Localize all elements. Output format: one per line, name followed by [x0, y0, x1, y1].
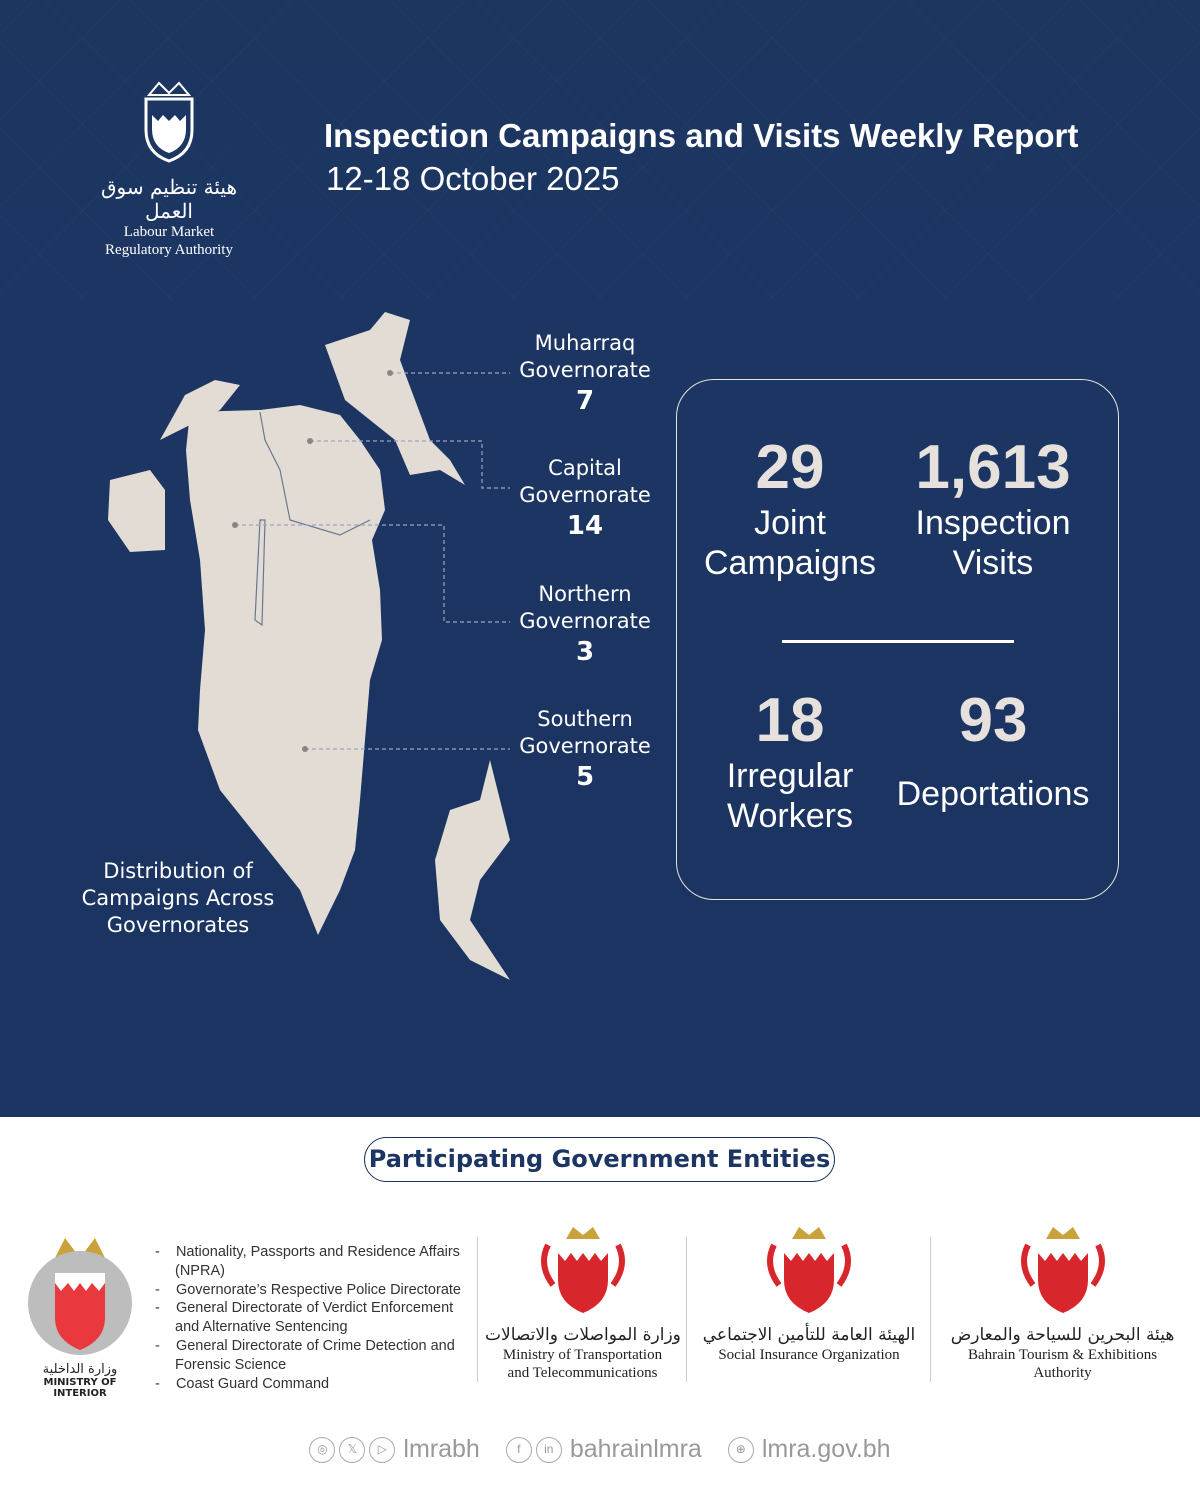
- stat-irregular-workers: 18 Irregular Workers: [690, 686, 890, 836]
- moi-name: MINISTRY OF INTERIOR: [43, 1377, 117, 1399]
- entities-heading: Participating Government Entities: [364, 1137, 835, 1182]
- background-pattern: [0, 0, 1200, 300]
- report-title: Inspection Campaigns and Visits Weekly R…: [324, 117, 1079, 154]
- governorate-label: Governorate: [519, 609, 651, 633]
- entity-name: Social Insurance Organization: [718, 1347, 900, 1363]
- moi-logo: وزارة الداخلية MINISTRY OF INTERIOR: [20, 1228, 140, 1399]
- entity-name: Bahrain Tourism & Exhibitions: [967, 1347, 1158, 1363]
- map-west-islets: [160, 380, 240, 440]
- entity-name: and Telecommunications: [507, 1365, 658, 1381]
- entity-name-arabic: الهيئة العامة للتأمين الاجتماعي: [702, 1325, 916, 1345]
- caption-line: Campaigns Across: [81, 886, 275, 910]
- bahrain-crest-icon: [767, 1227, 851, 1313]
- stat-value: 29: [755, 433, 825, 502]
- bahrain-map: [108, 312, 510, 980]
- website-link[interactable]: lmra.gov.bh: [761, 1435, 891, 1463]
- moi-departments-list: - Nationality, Passports and Residence A…: [155, 1243, 470, 1393]
- entity-name-arabic: وزارة المواصلات والاتصالات: [485, 1325, 681, 1345]
- entity-mtt: وزارة المواصلات والاتصالات Ministry of T…: [485, 1225, 681, 1382]
- list-item: - Nationality, Passports and Residence A…: [155, 1244, 460, 1279]
- social-footer: ◎ 𝕏 ▷ lmrabh f in bahrainlmra ⊕ lmra.gov.bh: [0, 1435, 1200, 1464]
- lmra-logo: هيئة تنظيم سوق العمل Labour Market Regul…: [80, 75, 258, 259]
- caption-line: Distribution of: [103, 859, 253, 883]
- governorate-label: Governorate: [519, 358, 651, 382]
- bahrain-crest-icon: [540, 1227, 625, 1313]
- facebook-icon[interactable]: f: [505, 1436, 532, 1463]
- governorate-name: Capital: [548, 456, 622, 480]
- map-main-island: [186, 405, 385, 935]
- stat-deportations: 93 Deportations: [883, 686, 1103, 814]
- globe-icon: ⊕: [727, 1436, 754, 1463]
- list-item: - General Directorate of Verdict Enforce…: [155, 1300, 454, 1336]
- entity-name: Authority: [1033, 1365, 1092, 1381]
- stat-joint-campaigns: 29 Joint Campaigns: [690, 433, 890, 583]
- stat-value: 18: [755, 686, 825, 755]
- map-caption: Distribution of Campaigns Across Governora…: [78, 858, 278, 939]
- caption-line: Governorates: [106, 913, 250, 937]
- map-hawar: [435, 760, 510, 980]
- stat-label: Visits: [952, 544, 1034, 582]
- list-item: - Governorate’s Respective Police Direct…: [155, 1281, 461, 1298]
- governorate-name: Muharraq: [534, 331, 636, 355]
- governorate-muharraq: Muharraq Governorate 7: [500, 330, 670, 415]
- bahrain-crest-icon: [1020, 1227, 1105, 1313]
- social-handle[interactable]: bahrainlmra: [569, 1435, 702, 1463]
- governorate-count: 5: [575, 762, 595, 792]
- stats-divider: [782, 640, 1014, 643]
- linkedin-icon[interactable]: in: [535, 1436, 562, 1463]
- stat-label: Inspection: [915, 504, 1071, 542]
- stat-value: 1,613: [915, 433, 1071, 502]
- governorate-count: 3: [575, 637, 595, 667]
- list-item: - General Directorate of Crime Detection…: [155, 1337, 455, 1373]
- stat-label: Joint: [754, 504, 826, 542]
- stat-label: Campaigns: [704, 544, 876, 582]
- website-group: ⊕ lmra.gov.bh: [727, 1435, 891, 1464]
- org-name-line1: Labour Market: [123, 224, 215, 240]
- org-name-arabic: هيئة تنظيم سوق العمل: [100, 175, 237, 223]
- governorate-southern: Southern Governorate 5: [500, 706, 670, 791]
- list-item: - Coast Guard Command: [155, 1375, 330, 1392]
- map-umm-nasan: [108, 470, 165, 552]
- map-muharraq: [325, 312, 465, 485]
- stat-value: 93: [958, 686, 1028, 755]
- divider: [930, 1237, 931, 1382]
- moi-crest-icon: [28, 1238, 132, 1355]
- youtube-icon[interactable]: ▷: [369, 1436, 396, 1463]
- governorate-capital: Capital Governorate 14: [500, 455, 670, 540]
- divider: [477, 1237, 478, 1382]
- entity-name: Ministry of Transportation: [502, 1347, 663, 1363]
- report-date: 12-18 October 2025: [326, 160, 620, 197]
- governorate-name: Southern: [537, 707, 633, 731]
- entity-sio: الهيئة العامة للتأمين الاجتماعي Social I…: [695, 1225, 923, 1364]
- social-group-2: f in bahrainlmra: [505, 1435, 702, 1464]
- entity-btea: هيئة البحرين للسياحة والمعارض Bahrain To…: [940, 1225, 1185, 1382]
- governorate-northern: Northern Governorate 3: [500, 581, 670, 666]
- org-name-line2: Regulatory Authority: [105, 242, 233, 258]
- social-handle[interactable]: lmrabh: [403, 1435, 480, 1463]
- moi-name-arabic: وزارة الداخلية: [42, 1362, 118, 1377]
- stat-label: Workers: [727, 797, 853, 835]
- stat-label: Deportations: [896, 775, 1090, 813]
- governorate-count: 7: [575, 386, 595, 416]
- report-banner: هيئة تنظيم سوق العمل Labour Market Regul…: [0, 0, 1200, 1117]
- governorate-count: 14: [566, 511, 604, 541]
- instagram-icon[interactable]: ◎: [309, 1436, 336, 1463]
- governorate-name: Northern: [538, 582, 632, 606]
- entity-name-arabic: هيئة البحرين للسياحة والمعارض: [950, 1325, 1175, 1345]
- social-group-1: ◎ 𝕏 ▷ lmrabh: [309, 1435, 480, 1464]
- crest-icon: [144, 81, 194, 163]
- stats-panel: [676, 379, 1119, 900]
- x-icon[interactable]: 𝕏: [339, 1436, 366, 1463]
- stat-inspection-visits: 1,613 Inspection Visits: [893, 433, 1093, 583]
- divider: [686, 1237, 687, 1382]
- governorate-label: Governorate: [519, 734, 651, 758]
- stat-label: Irregular: [726, 757, 854, 795]
- governorate-label: Governorate: [519, 483, 651, 507]
